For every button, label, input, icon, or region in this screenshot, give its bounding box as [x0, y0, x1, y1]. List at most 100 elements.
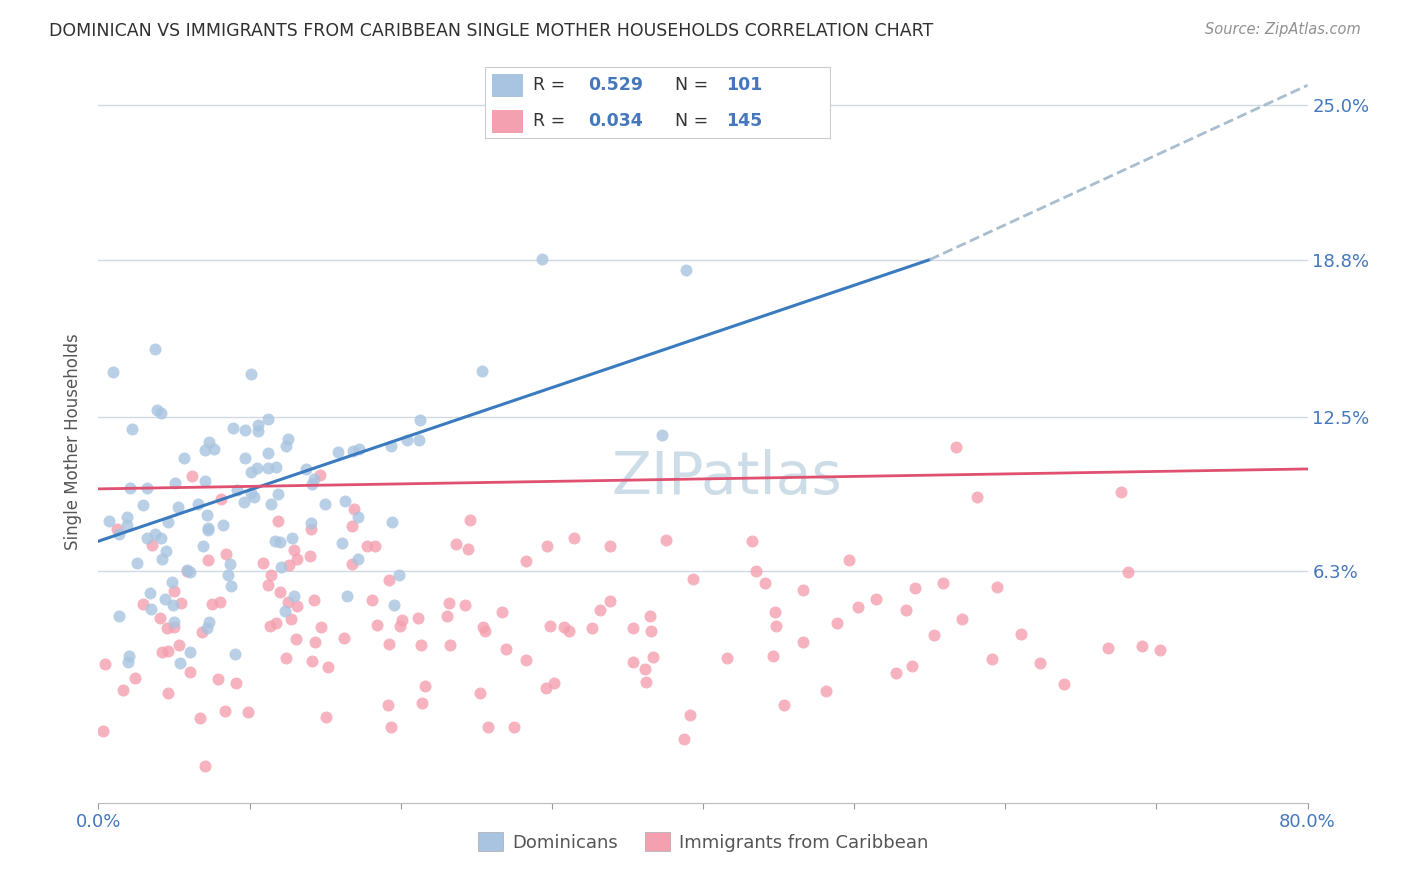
Point: [366, 617, 388, 632]
Point: [259, 619, 281, 633]
Point: [143, 342, 166, 356]
Point: [115, 518, 138, 533]
Point: [581, 621, 603, 635]
Point: [256, 461, 278, 475]
Point: [333, 631, 356, 645]
Point: [173, 450, 195, 465]
Point: [536, 539, 558, 553]
Point: [673, 731, 696, 746]
Point: [162, 620, 184, 634]
Point: [207, 672, 229, 686]
Point: [150, 406, 173, 420]
Point: [169, 657, 191, 671]
Point: [931, 575, 953, 590]
Point: [342, 443, 364, 458]
Point: [176, 564, 198, 578]
Point: [117, 510, 139, 524]
Y-axis label: Single Mother Households: Single Mother Households: [65, 334, 83, 549]
Point: [143, 527, 166, 541]
Point: [163, 584, 186, 599]
Point: [470, 686, 492, 700]
Point: [643, 650, 665, 665]
Point: [558, 624, 581, 638]
Point: [436, 609, 458, 624]
Point: [285, 599, 308, 613]
Point: [273, 604, 295, 618]
Point: [295, 461, 318, 475]
Point: [179, 665, 201, 679]
Point: [439, 639, 461, 653]
Point: [981, 652, 1004, 666]
FancyBboxPatch shape: [492, 110, 523, 133]
Point: [395, 434, 418, 448]
Point: [278, 558, 301, 573]
Point: [623, 655, 645, 669]
Point: [127, 556, 149, 570]
Point: [335, 493, 357, 508]
Point: [259, 568, 281, 582]
Point: [257, 578, 280, 592]
Point: [118, 481, 141, 495]
Point: [538, 619, 561, 633]
Point: [315, 710, 337, 724]
Point: [197, 552, 219, 566]
Point: [236, 705, 259, 719]
Point: [191, 540, 214, 554]
Point: [825, 616, 848, 631]
Point: [150, 531, 173, 545]
Point: [135, 482, 157, 496]
Point: [388, 567, 411, 582]
Point: [865, 591, 887, 606]
Point: [1149, 642, 1171, 657]
Point: [589, 603, 612, 617]
Point: [283, 543, 305, 558]
Point: [98, 514, 121, 528]
Point: [945, 440, 967, 454]
Point: [408, 433, 430, 447]
Point: [121, 422, 143, 436]
Point: [195, 508, 218, 522]
Point: [239, 367, 262, 381]
Point: [108, 527, 131, 541]
Point: [901, 658, 924, 673]
Point: [233, 495, 256, 509]
Point: [222, 421, 245, 435]
Point: [193, 443, 215, 458]
Point: [380, 439, 402, 453]
Point: [754, 575, 776, 590]
Point: [139, 586, 162, 600]
Point: [224, 647, 246, 661]
Point: [638, 608, 661, 623]
Point: [277, 432, 299, 446]
Point: [599, 540, 621, 554]
Point: [342, 557, 364, 571]
Point: [378, 573, 401, 587]
Point: [340, 519, 363, 533]
Point: [304, 635, 326, 649]
Point: [814, 684, 837, 698]
Point: [260, 497, 283, 511]
Point: [274, 651, 297, 665]
Point: [264, 459, 287, 474]
Point: [101, 365, 124, 379]
Point: [304, 592, 326, 607]
Point: [409, 413, 432, 427]
Point: [181, 469, 204, 483]
Point: [156, 685, 179, 699]
Point: [269, 585, 291, 599]
Point: [406, 611, 429, 625]
Legend: Dominicans, Immigrants from Caribbean: Dominicans, Immigrants from Caribbean: [471, 825, 935, 859]
Point: [170, 596, 193, 610]
Point: [389, 619, 412, 633]
Point: [515, 554, 537, 568]
Point: [302, 472, 325, 486]
Point: [409, 638, 432, 652]
Point: [136, 531, 159, 545]
Point: [621, 621, 644, 635]
Point: [1028, 657, 1050, 671]
Point: [792, 635, 814, 649]
Point: [118, 648, 141, 663]
Point: [195, 621, 218, 635]
Point: [277, 595, 299, 609]
Point: [741, 534, 763, 549]
